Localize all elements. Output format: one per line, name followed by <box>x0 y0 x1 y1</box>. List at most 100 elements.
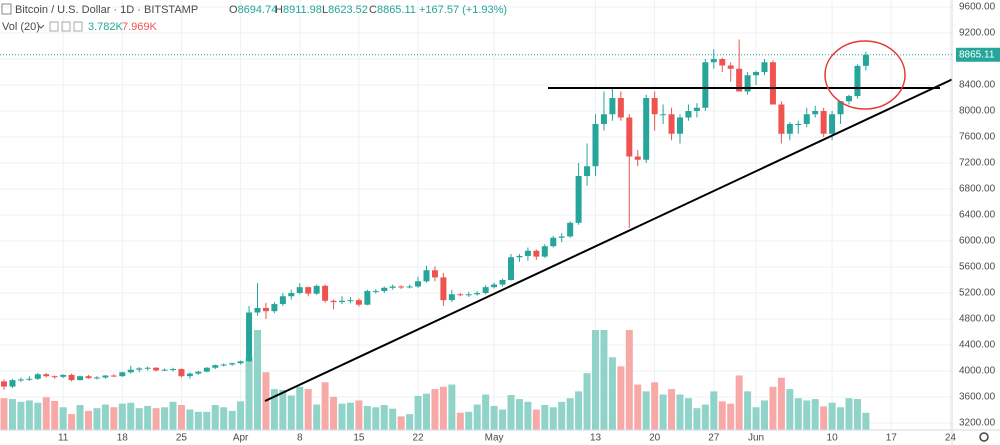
volume-bar <box>853 399 861 430</box>
candle-body <box>668 114 675 134</box>
y-tick-label: 4000.00 <box>959 366 996 377</box>
candle-layer <box>1 39 869 390</box>
volume-bar <box>651 382 659 430</box>
volume-bar <box>465 411 473 430</box>
candle-body <box>499 280 506 285</box>
volume-ma: 7.969K <box>122 21 158 33</box>
candle-body <box>288 293 295 297</box>
volume-bar <box>346 402 354 430</box>
volume-bar <box>541 405 549 430</box>
volume-bar <box>532 409 540 430</box>
x-tick-label: 11 <box>58 433 69 444</box>
candle-body <box>136 368 143 370</box>
volume-bar <box>777 377 785 430</box>
candle-body <box>34 374 41 379</box>
ohlc-value: 8623.52 <box>328 4 368 16</box>
symbol-title: Bitcoin / U.S. Dollar · 1D · BITSTAMP <box>15 4 198 16</box>
candle-body <box>600 114 607 124</box>
volume-title[interactable]: Vol (20) <box>2 21 40 33</box>
ohlc-value: 8911.98 <box>283 4 322 16</box>
candle-body <box>440 277 447 301</box>
candle-body <box>660 114 667 116</box>
volume-bar <box>668 389 676 430</box>
candle-body <box>448 294 455 301</box>
candle-body <box>508 257 514 280</box>
volume-bar <box>752 407 760 430</box>
candle-body <box>178 369 185 377</box>
volume-bar <box>769 386 777 430</box>
candle-body <box>186 373 193 377</box>
volume-bar <box>499 409 507 430</box>
candle-body <box>51 376 58 378</box>
visibility-icon[interactable] <box>49 21 59 32</box>
y-tick-label: 8000.00 <box>959 106 996 117</box>
volume-bar <box>118 403 126 430</box>
y-tick-label: 5600.00 <box>959 262 996 273</box>
volume-bar <box>177 405 185 430</box>
candle-body <box>769 62 776 105</box>
volume-bar <box>727 403 735 430</box>
volume-bar <box>820 406 828 430</box>
ohlc-key: C <box>369 4 377 16</box>
candle-body <box>685 111 692 118</box>
volume-bar <box>837 407 845 430</box>
y-tick-label: 6400.00 <box>959 210 996 221</box>
x-tick-label: 27 <box>708 433 720 444</box>
volume-bar <box>794 398 802 430</box>
candle-body <box>524 250 531 256</box>
x-tick-label: 22 <box>412 433 424 444</box>
volume-bar <box>59 407 67 430</box>
candle-body <box>643 98 650 160</box>
x-tick-label: Apr <box>233 433 249 444</box>
volume-bar <box>245 357 253 430</box>
candle-body <box>77 376 84 381</box>
y-tick-label: 4800.00 <box>959 314 996 325</box>
volume-bar <box>127 402 135 430</box>
axis-layer: 3200.00 3600.00 4000.00 4400.00 4800.00 5200.… <box>58 2 1000 444</box>
close-icon[interactable] <box>73 21 83 32</box>
candle-body <box>313 285 320 294</box>
candle-body <box>744 75 751 92</box>
volume-bar <box>693 408 701 430</box>
candle-body <box>651 98 658 115</box>
candle-body <box>1 381 7 387</box>
candle-body <box>482 287 489 293</box>
candle-body <box>617 98 624 118</box>
candle-body <box>339 300 345 303</box>
candle-body <box>381 287 388 292</box>
x-tick-label: 10 <box>827 433 839 444</box>
x-tick-label: 18 <box>117 433 129 444</box>
symbol-icon[interactable] <box>1 3 12 15</box>
candle-body <box>144 367 151 369</box>
settings-gear[interactable] <box>979 432 989 442</box>
candle-body <box>533 250 540 257</box>
candle-body <box>753 72 760 76</box>
volume-bar <box>8 399 16 430</box>
candle-body <box>279 296 286 305</box>
y-tick-label: 6000.00 <box>959 236 996 247</box>
y-tick-label: 4400.00 <box>959 340 996 351</box>
volume-bar <box>338 403 346 430</box>
volume-bar <box>558 401 566 430</box>
candle-body <box>237 361 244 364</box>
candle-body <box>330 300 337 303</box>
candle-body <box>677 117 683 134</box>
settings-icon[interactable] <box>61 21 71 32</box>
dropdown-icon[interactable] <box>37 24 45 29</box>
volume-bar <box>845 398 853 430</box>
volume-bar <box>0 398 8 430</box>
volume-bar <box>42 397 50 430</box>
x-tick-label: May <box>485 433 504 444</box>
candle-body <box>305 287 312 294</box>
candle-body <box>347 300 354 302</box>
candle-body <box>415 281 422 287</box>
volume-bar <box>811 399 819 430</box>
highlight-ellipse <box>824 40 906 110</box>
last-price-box <box>956 47 1000 62</box>
last-price-label: 8865.11 <box>959 49 995 60</box>
volume-bar <box>287 395 295 430</box>
candle-body <box>693 107 700 111</box>
candle-body <box>93 377 100 379</box>
